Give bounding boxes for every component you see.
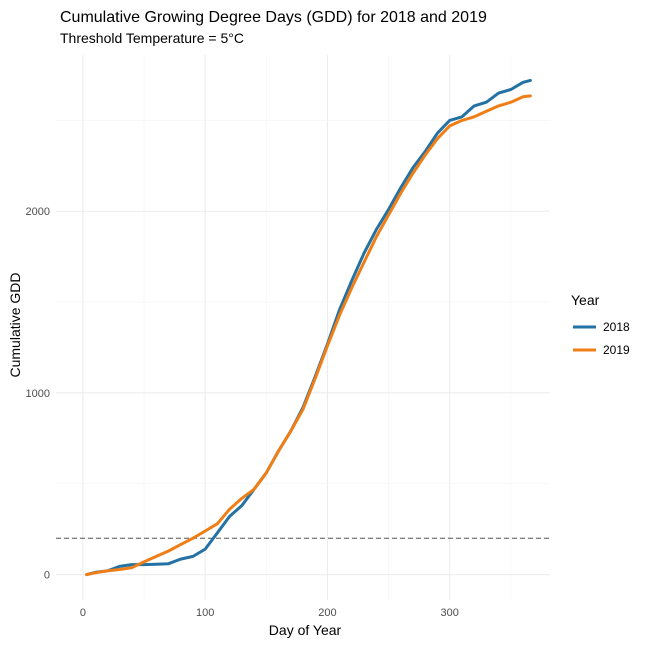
y-tick-label: 2000 [26,206,50,218]
y-tick-label: 0 [44,570,50,582]
legend: Year 2018 2019 [571,292,630,357]
x-tick-label: 200 [318,607,336,619]
tick-labels: 0 100 200 300 0 1000 2000 [26,206,459,619]
y-tick-label: 1000 [26,388,50,400]
x-tick-label: 0 [80,607,86,619]
series-layer [85,78,532,577]
grid [56,55,550,600]
chart-title: Cumulative Growing Degree Days (GDD) for… [60,9,487,26]
y-axis-title: Cumulative GDD [7,272,23,377]
chart-subtitle: Threshold Temperature = 5°C [60,30,244,46]
legend-label-2018: 2018 [603,320,630,334]
x-tick-label: 100 [196,607,214,619]
series-line-2018 [85,78,532,577]
x-tick-label: 300 [441,607,459,619]
series-line-2019 [85,94,532,577]
x-axis-title: Day of Year [269,622,342,638]
legend-label-2019: 2019 [603,343,630,357]
legend-title: Year [571,292,600,308]
